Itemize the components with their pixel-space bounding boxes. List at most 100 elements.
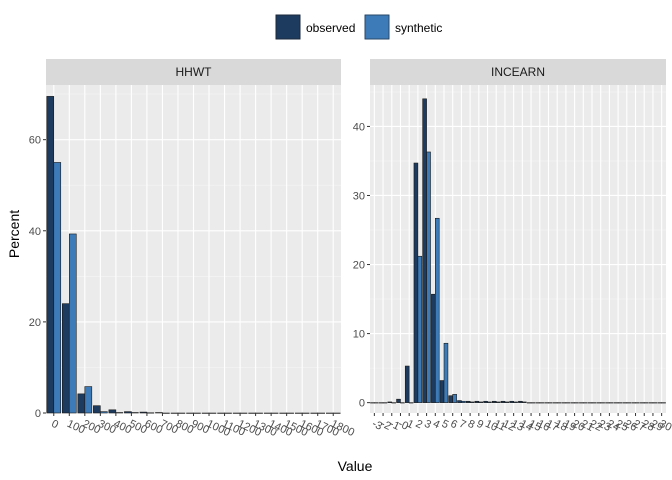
y-tick-label: 40 xyxy=(29,226,41,238)
x-tick-label: 14 xyxy=(518,418,534,434)
bar-synthetic-7 xyxy=(461,400,466,403)
bar-synthetic-14 xyxy=(522,401,527,403)
bar-observed-400 xyxy=(108,409,117,414)
bar-synthetic-5 xyxy=(443,342,449,403)
x-tick-label: 29 xyxy=(649,418,665,434)
x-tick-label: 24 xyxy=(605,418,621,434)
bar-observed-8 xyxy=(465,400,471,403)
y-tick-label: 60 xyxy=(29,135,41,147)
bar-observed-12 xyxy=(500,400,506,403)
bar-synthetic-2 xyxy=(417,255,423,403)
bar-observed-1 xyxy=(404,365,410,403)
bar-observed-500 xyxy=(124,411,132,414)
x-tick-label: 30 xyxy=(657,418,672,434)
bar-observed-14 xyxy=(518,400,523,403)
x-tick-label: 25 xyxy=(614,418,630,434)
facet-strip-label: HHWT xyxy=(176,65,213,79)
bar-observed-9 xyxy=(474,400,480,403)
bar-synthetic-13 xyxy=(513,401,518,403)
bar-observed-13 xyxy=(509,400,514,403)
x-tick-label: 12 xyxy=(501,418,517,434)
bar-observed-600 xyxy=(139,411,148,414)
x-axis-title: Value xyxy=(338,458,373,474)
facet-strip-label: INCEARN xyxy=(491,65,545,79)
x-tick-label: 7 xyxy=(457,418,468,431)
bar-observed-11 xyxy=(492,400,497,403)
legend-label-observed: observed xyxy=(306,21,355,35)
x-tick-label: 16 xyxy=(535,418,551,434)
x-tick-label: 17 xyxy=(544,418,560,434)
bar-observed-10 xyxy=(483,400,488,403)
panel-incearn: INCEARN010203040-3-2-1-01234567891011121… xyxy=(353,59,672,434)
x-tick-label: 4 xyxy=(431,418,442,431)
legend-swatch-border-observed xyxy=(275,14,301,40)
bar-observed-4 xyxy=(431,293,436,403)
x-tick-label: 0 xyxy=(49,418,60,431)
bar-synthetic-6 xyxy=(452,394,457,403)
bar-observed-7 xyxy=(457,400,462,403)
x-tick-label: -1 xyxy=(387,418,401,433)
x-tick-label: 18 xyxy=(553,418,569,434)
x-tick-label: 11 xyxy=(492,418,507,434)
bar-synthetic-8 xyxy=(469,401,475,403)
x-tick-label: 5 xyxy=(440,418,451,431)
facet-strip xyxy=(370,59,666,85)
y-tick-label: 40 xyxy=(353,121,365,133)
x-tick-label: 6 xyxy=(448,418,459,431)
x-tick-label: 15 xyxy=(527,418,543,434)
x-tick-label: 1 xyxy=(405,418,416,431)
x-tick-label: 10 xyxy=(483,418,499,434)
bar-synthetic-9 xyxy=(478,401,484,403)
bar-synthetic-10 xyxy=(487,401,492,403)
x-tick-label: -3 xyxy=(370,418,384,433)
x-tick-label: 3 xyxy=(422,418,433,431)
y-tick-label: 0 xyxy=(359,398,365,410)
bar-synthetic-0 xyxy=(53,162,62,414)
bar-observed-3 xyxy=(422,98,427,403)
x-tick-label: 2 xyxy=(414,418,425,431)
y-tick-label: 30 xyxy=(353,190,365,202)
bar-synthetic-11 xyxy=(495,401,501,403)
bar-synthetic-3 xyxy=(426,151,431,403)
x-tick-label: 21 xyxy=(579,418,595,434)
y-tick-label: 10 xyxy=(353,329,365,341)
x-tick-label: 23 xyxy=(596,418,612,434)
legend-label-synthetic: synthetic xyxy=(395,21,442,35)
x-tick-label: 20 xyxy=(570,418,586,434)
x-tick-label: 27 xyxy=(631,418,647,434)
bar-synthetic-4 xyxy=(434,217,440,403)
x-tick-label: 26 xyxy=(623,418,639,434)
y-tick-label: 20 xyxy=(353,260,365,272)
bar-observed--0 xyxy=(396,398,401,403)
x-tick-label: 22 xyxy=(588,418,604,434)
bar-observed-200 xyxy=(77,393,86,414)
bar-observed-0 xyxy=(46,96,55,414)
y-tick-label: 0 xyxy=(35,408,41,420)
legend-swatch-observed xyxy=(274,13,302,41)
y-tick-label: 20 xyxy=(29,317,41,329)
x-tick-label: -2 xyxy=(379,418,393,433)
bar-synthetic-200 xyxy=(84,386,93,414)
facet-strip xyxy=(46,59,341,85)
x-tick-label: 8 xyxy=(466,418,477,431)
bar-observed-5 xyxy=(439,380,445,403)
bar-observed-2 xyxy=(413,162,419,403)
legend-swatch-border-synthetic xyxy=(364,14,390,40)
bar-observed-300 xyxy=(93,405,101,414)
x-tick-label: 28 xyxy=(640,418,656,434)
legend: observed synthetic xyxy=(274,13,442,41)
bar-observed-100 xyxy=(62,303,70,414)
x-tick-label: -0 xyxy=(396,418,410,433)
y-axis-title: Percent xyxy=(6,210,22,258)
x-tick-label: 19 xyxy=(562,418,578,434)
legend-swatch-synthetic xyxy=(363,13,391,41)
x-tick-label: 9 xyxy=(475,418,486,431)
bar-synthetic-12 xyxy=(504,401,510,403)
bar-synthetic-300 xyxy=(100,411,108,414)
bar-observed--1 xyxy=(387,401,393,403)
bar-synthetic-100 xyxy=(68,233,77,414)
x-tick-label: 13 xyxy=(509,418,525,434)
